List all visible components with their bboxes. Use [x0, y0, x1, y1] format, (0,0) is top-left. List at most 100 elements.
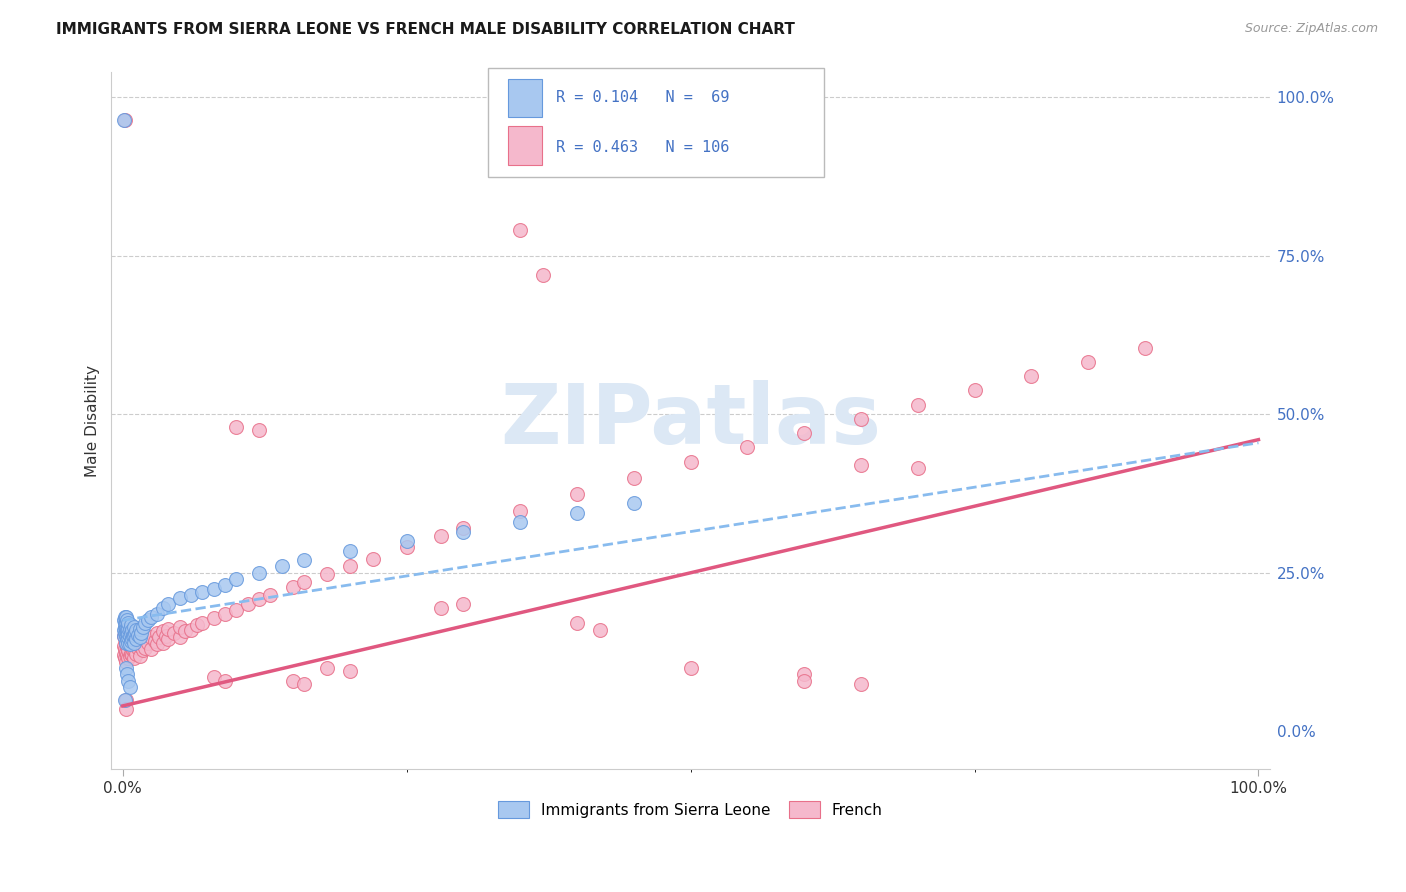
Point [117, 622, 139, 636]
Point [115, 620, 138, 634]
Point [169, 631, 191, 645]
Point [453, 524, 475, 539]
Point [907, 398, 929, 412]
Point [793, 426, 815, 441]
Point [125, 623, 148, 637]
Point [163, 626, 186, 640]
Point [115, 610, 138, 624]
Point [136, 635, 159, 649]
Point [124, 626, 146, 640]
Point [361, 551, 384, 566]
Point [117, 632, 139, 647]
Point [316, 567, 339, 582]
Point [115, 635, 138, 649]
Point [155, 629, 177, 643]
Point [115, 629, 138, 643]
Point [180, 588, 202, 602]
Point [146, 607, 169, 621]
Point [112, 613, 135, 627]
Point [907, 461, 929, 475]
Point [122, 631, 145, 645]
Point [115, 635, 138, 649]
Point [141, 631, 163, 645]
Point [115, 692, 138, 706]
Point [132, 643, 155, 657]
Point [117, 651, 139, 665]
Point [115, 661, 138, 675]
Point [849, 458, 872, 472]
Point [115, 702, 138, 716]
Point [509, 223, 531, 237]
Point [169, 620, 191, 634]
Point [214, 673, 236, 688]
Point [395, 541, 418, 555]
Point [118, 622, 141, 636]
Point [117, 635, 139, 649]
Point [120, 626, 142, 640]
Point [259, 588, 281, 602]
Point [115, 615, 138, 630]
Point [429, 600, 451, 615]
FancyBboxPatch shape [508, 127, 543, 165]
Point [118, 680, 141, 694]
Point [316, 661, 339, 675]
Point [281, 580, 304, 594]
Point [128, 622, 150, 636]
Point [247, 566, 270, 580]
Point [117, 613, 139, 627]
Point [128, 649, 150, 664]
Point [120, 637, 142, 651]
Point [339, 543, 361, 558]
Point [1021, 369, 1043, 384]
Point [132, 632, 155, 647]
Point [121, 637, 143, 651]
Point [186, 617, 208, 632]
Point [114, 692, 136, 706]
Point [122, 641, 145, 656]
Point [121, 648, 143, 663]
Point [146, 637, 169, 651]
Point [136, 613, 159, 627]
Point [202, 670, 225, 684]
Point [115, 624, 138, 639]
Point [793, 667, 815, 681]
Point [157, 622, 180, 636]
Point [114, 632, 136, 647]
Point [146, 626, 169, 640]
Point [112, 112, 135, 127]
Point [152, 635, 174, 649]
Point [565, 506, 588, 520]
Point [112, 629, 135, 643]
Point [117, 626, 139, 640]
Point [1133, 341, 1156, 355]
Point [125, 647, 148, 661]
Point [294, 553, 316, 567]
Point [157, 598, 180, 612]
Point [118, 649, 141, 664]
Point [114, 626, 136, 640]
Point [122, 635, 145, 649]
Point [122, 620, 145, 634]
Text: R = 0.463   N = 106: R = 0.463 N = 106 [557, 140, 730, 155]
Point [115, 645, 138, 659]
Point [118, 639, 141, 653]
Point [115, 655, 138, 669]
Point [134, 631, 156, 645]
Point [247, 423, 270, 437]
Point [128, 631, 150, 645]
Point [127, 628, 149, 642]
Point [118, 629, 141, 643]
Point [453, 521, 475, 535]
Point [737, 440, 759, 454]
Point [121, 632, 143, 647]
Point [453, 598, 475, 612]
Point [117, 635, 139, 649]
Point [623, 496, 645, 510]
Text: Source: ZipAtlas.com: Source: ZipAtlas.com [1244, 22, 1378, 36]
Point [509, 503, 531, 517]
Point [122, 629, 145, 643]
Point [849, 412, 872, 426]
Point [112, 623, 135, 637]
Point [114, 620, 136, 634]
Point [191, 616, 214, 631]
